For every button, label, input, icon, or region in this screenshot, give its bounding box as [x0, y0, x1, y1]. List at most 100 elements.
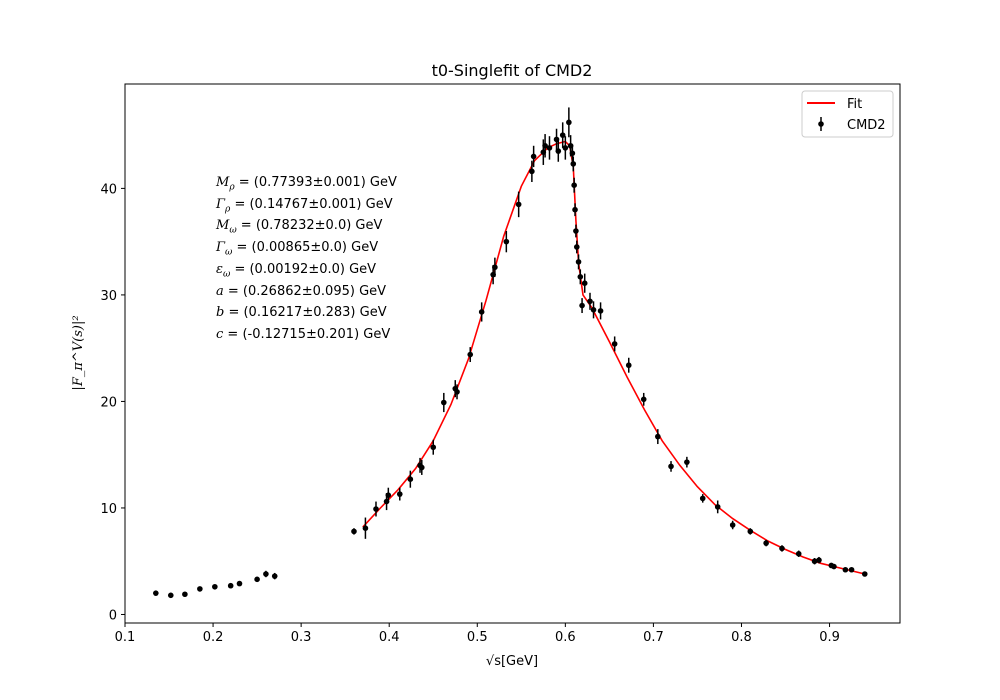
- y-tick-label: 40: [100, 182, 117, 197]
- data-point: [467, 351, 474, 358]
- legend: Fit CMD2: [801, 90, 894, 138]
- data-point: [816, 557, 822, 563]
- data-point: [418, 464, 425, 471]
- fit-parameter-line: Γω = (0.00865±0.0) GeV: [216, 240, 379, 258]
- data-point: [555, 148, 562, 154]
- data-point: [197, 586, 203, 592]
- fit-parameter-line: Mω = (0.78232±0.0) GeV: [216, 218, 383, 236]
- data-point: [795, 550, 802, 557]
- data-point: [579, 302, 585, 309]
- data-point: [515, 201, 522, 208]
- data-point: [655, 433, 661, 440]
- data-point: [373, 506, 379, 512]
- data-point: [848, 566, 855, 573]
- data-point: [396, 491, 403, 497]
- data-point: [573, 244, 580, 250]
- x-axis-label: √s[GeV]: [486, 654, 538, 669]
- data-point: [542, 142, 548, 149]
- chart-title: t0-Singlefit of CMD2: [432, 61, 593, 80]
- data-point: [611, 341, 618, 347]
- data-point: [668, 463, 674, 470]
- x-tick-label: 0.6: [555, 630, 576, 645]
- data-point: [861, 571, 868, 577]
- y-axis: 0 10 20 30 40: [100, 182, 125, 623]
- data-point: [811, 558, 818, 565]
- fit-parameter-line: Γρ = (0.14767±0.001) GeV: [216, 196, 393, 215]
- data-point: [271, 573, 278, 579]
- data-point: [407, 476, 414, 482]
- data-point: [236, 580, 243, 587]
- data-point: [570, 161, 577, 167]
- x-tick-label: 0.7: [643, 630, 664, 645]
- data-point: [572, 206, 578, 213]
- data-point: [569, 150, 576, 157]
- legend-fit-label: Fit: [847, 97, 862, 112]
- data-point: [362, 525, 369, 531]
- x-tick-label: 0.3: [291, 630, 312, 645]
- data-point: [546, 145, 553, 151]
- data-point: [478, 309, 485, 315]
- data-point: [573, 228, 579, 234]
- x-tick-label: 0.8: [731, 630, 752, 645]
- data-point: [566, 119, 572, 126]
- data-point: [581, 280, 588, 286]
- data-point: [684, 459, 690, 465]
- fit-parameter-line: c = (-0.12715±0.201) GeV: [216, 326, 391, 342]
- data-point: [212, 583, 218, 590]
- data-point: [227, 582, 234, 589]
- data-point: [590, 307, 597, 313]
- data-point: [503, 238, 510, 245]
- y-tick-label: 30: [100, 289, 117, 304]
- data-point: [430, 444, 437, 451]
- data-point: [454, 389, 460, 395]
- x-tick-label: 0.9: [819, 630, 840, 645]
- data-point: [263, 571, 269, 577]
- data-point: [640, 396, 647, 403]
- y-tick-label: 10: [100, 502, 117, 517]
- data-point: [831, 563, 837, 570]
- fit-parameter-line: εω = (0.00192±0.0) GeV: [216, 261, 377, 280]
- data-point: [625, 362, 632, 369]
- fit-parameter-line: b = (0.16217±0.283) GeV: [216, 305, 387, 321]
- plot-area: [153, 107, 868, 599]
- data-point: [351, 528, 357, 535]
- data-point: [597, 308, 604, 314]
- legend-cmd2-label: CMD2: [847, 118, 886, 133]
- fit-parameter-line: Mρ = (0.77393±0.001) GeV: [216, 175, 397, 193]
- data-point: [441, 399, 447, 406]
- data-point: [167, 592, 174, 599]
- fit-parameter-line: a = (0.26862±0.095) GeV: [216, 283, 387, 299]
- data-point: [577, 274, 584, 280]
- x-axis: 0.1 0.2 0.3 0.4 0.5 0.6 0.7 0.8 0.9: [115, 623, 840, 645]
- x-tick-label: 0.4: [379, 630, 400, 645]
- data-point: [763, 540, 769, 546]
- legend-cmd2-marker: [818, 121, 824, 127]
- x-tick-label: 0.5: [467, 630, 488, 645]
- data-point: [747, 528, 754, 535]
- x-tick-label: 0.1: [115, 630, 136, 645]
- y-axis-label: |F_π^V(s)|²: [71, 315, 86, 390]
- fit-curve: [362, 140, 865, 575]
- data-point: [714, 504, 721, 510]
- data-point: [559, 132, 566, 138]
- data-point: [254, 576, 260, 583]
- data-point: [529, 168, 535, 175]
- data-point: [729, 522, 736, 528]
- data-point: [571, 182, 577, 188]
- plot-frame: [124, 83, 901, 624]
- data-point: [492, 264, 498, 271]
- y-tick-label: 0: [109, 608, 117, 623]
- data-point: [562, 145, 569, 151]
- data-point: [385, 492, 392, 498]
- x-tick-label: 0.2: [203, 630, 224, 645]
- data-point: [842, 566, 849, 573]
- data-point: [530, 153, 537, 160]
- data-point: [699, 495, 706, 502]
- data-point: [182, 591, 188, 598]
- data-point: [575, 259, 582, 265]
- data-point: [587, 298, 593, 305]
- data-point: [153, 590, 159, 596]
- data-point: [779, 545, 785, 552]
- y-tick-label: 20: [100, 395, 117, 410]
